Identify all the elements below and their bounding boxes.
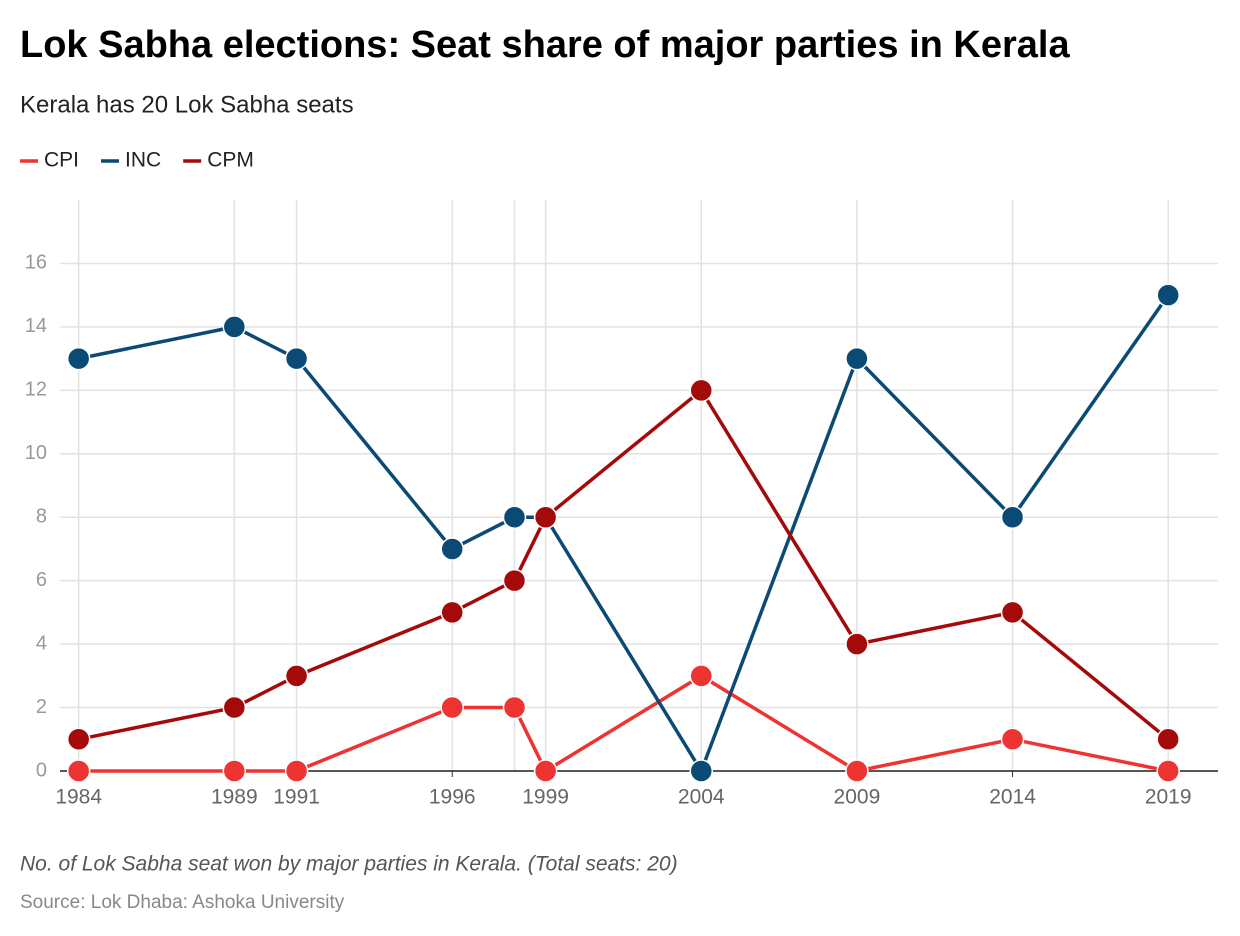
- data-point: [1156, 727, 1180, 752]
- series-line: [78, 387, 1170, 741]
- data-point: [1156, 759, 1180, 783]
- y-tick-label: 10: [25, 442, 47, 464]
- data-point: [222, 759, 247, 783]
- x-tick-label: 1984: [55, 786, 102, 809]
- chart-note: No. of Lok Sabha seat won by major parti…: [20, 853, 678, 876]
- grid: 0 2 4 6 8 10 12 14 16 1984 1989 1991 1996 1999 2004 200…: [25, 200, 1218, 809]
- data-point: [502, 505, 527, 529]
- data-point: [689, 378, 714, 403]
- chart-subtitle: Kerala has 20 Lok Sabha seats: [20, 91, 354, 118]
- data-point: [845, 346, 869, 371]
- x-tick-label: 1999: [522, 786, 569, 809]
- data-point: [845, 632, 869, 656]
- legend-label: CPM: [207, 149, 254, 172]
- x-tick-label: 1989: [211, 786, 258, 809]
- data-point: [66, 346, 91, 371]
- plot: [66, 283, 1180, 783]
- data-point: [689, 664, 714, 688]
- legend-label: INC: [125, 149, 161, 172]
- x-tick-label: 2004: [678, 786, 725, 809]
- data-point: [1156, 283, 1180, 307]
- data-point: [1000, 505, 1025, 529]
- legend-label: CPI: [44, 149, 79, 172]
- data-point: [222, 315, 247, 339]
- data-point: [66, 727, 91, 752]
- x-tick-label: 2009: [834, 786, 881, 809]
- data-point: [440, 600, 464, 625]
- y-tick-label: 4: [36, 632, 47, 654]
- series-line: [78, 294, 1170, 775]
- data-point: [845, 759, 869, 783]
- x-tick-label: 1996: [429, 786, 476, 809]
- y-tick-label: 8: [36, 506, 47, 528]
- y-tick-label: 12: [25, 379, 47, 401]
- y-tick-label: 14: [25, 315, 47, 337]
- x-tick-label: 2019: [1145, 786, 1192, 809]
- y-tick-label: 6: [36, 569, 47, 591]
- data-point: [689, 759, 714, 783]
- data-point: [1000, 600, 1025, 625]
- legend: CPI INC CPM: [20, 149, 254, 172]
- data-point: [284, 759, 309, 783]
- data-point: [502, 695, 527, 720]
- data-point: [502, 568, 527, 593]
- data-point: [222, 695, 247, 720]
- data-point: [284, 346, 309, 371]
- x-tick-label: 2014: [989, 786, 1036, 809]
- data-point: [533, 759, 558, 783]
- series-line: [78, 673, 1169, 774]
- chart-title: Lok Sabha elections: Seat share of major…: [20, 24, 1070, 66]
- data-point: [66, 759, 91, 783]
- data-point: [284, 664, 309, 688]
- x-tick-label: 1991: [273, 786, 320, 809]
- data-point: [440, 537, 464, 561]
- chart-source: Source: Lok Dhaba: Ashoka University: [20, 892, 345, 913]
- data-point: [1000, 727, 1025, 752]
- data-point: [440, 695, 464, 720]
- y-tick-label: 16: [25, 252, 47, 274]
- data-point: [533, 505, 558, 529]
- y-tick-label: 2: [36, 696, 47, 718]
- y-tick-label: 0: [36, 759, 47, 781]
